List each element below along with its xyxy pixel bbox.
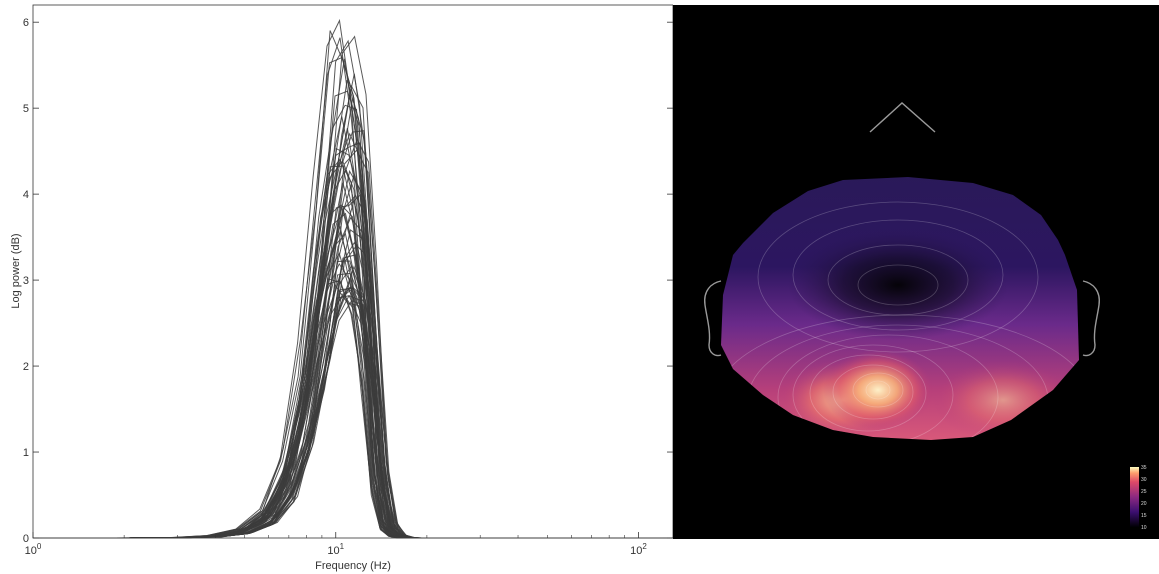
y-axis-title: Log power (dB) [10,233,22,308]
head-outline [704,102,1100,357]
colorbar-tick-label: 10 [1141,525,1147,531]
right-ear-marker [1082,280,1100,357]
nose-marker [869,102,936,133]
x-axis-title: Frequency (Hz) [315,560,391,572]
colorbar-scale [1130,467,1139,527]
y-tick-label: 6 [23,17,29,29]
x-tick-label: 102 [630,542,647,557]
colorbar: 10 15 20 25 30 35 [1130,465,1147,531]
x-tick-label: 100 [25,542,42,557]
power-spectrum-chart: 100 101 102 0 1 2 3 4 5 6 Frequency (Hz) Log pow… [10,4,673,572]
y-tick-label: 2 [23,361,29,373]
x-axis-ticks: 100 101 102 [25,532,647,557]
colorbar-tick-label: 20 [1141,501,1147,507]
y-tick-label: 0 [23,533,29,545]
x-tick-label: 101 [327,542,344,557]
scalp-topography-map: 10 15 20 25 30 35 [673,5,1159,539]
left-ear-marker [704,280,722,357]
y-tick-label: 3 [23,275,29,287]
colorbar-tick-label: 15 [1141,513,1147,519]
y-tick-label: 5 [23,103,29,115]
spectrum-lines [33,18,673,539]
colorbar-tick-label: 30 [1141,477,1147,483]
y-axis-ticks: 0 1 2 3 4 5 6 [23,17,673,545]
y-tick-label: 1 [23,447,29,459]
spectrum-line [33,30,668,539]
colorbar-tick-label: 35 [1141,465,1147,471]
scalp-heatmap [721,177,1079,440]
y-tick-label: 4 [23,189,29,201]
colorbar-tick-label: 25 [1141,489,1147,495]
